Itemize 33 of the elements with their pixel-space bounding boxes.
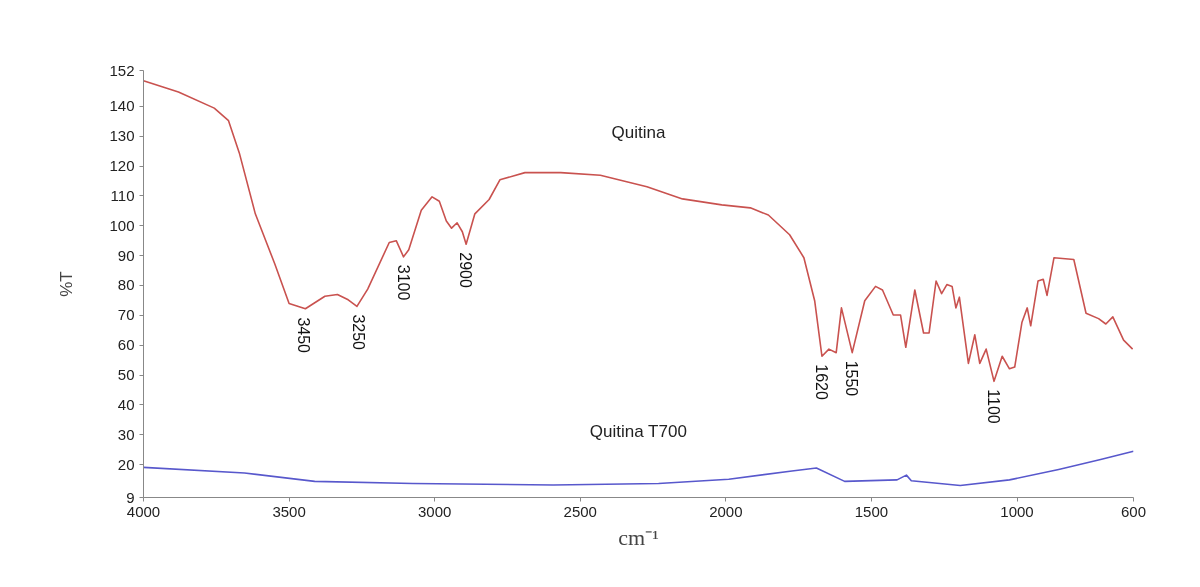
annotation: 1100	[985, 389, 1003, 424]
y-tick-label: 70	[117, 306, 135, 324]
y-tick-label: 120	[109, 157, 135, 175]
y-tick-label: 130	[109, 127, 135, 145]
y-tick-label: 152	[109, 61, 135, 79]
x-axis-title: cm⁻¹	[618, 524, 659, 550]
annotation: 1620	[812, 364, 830, 400]
text: Quitina T700	[589, 422, 687, 442]
x-tick-label: 3500	[272, 502, 306, 520]
y-tick-label: 90	[117, 246, 135, 264]
y-tick-label: 110	[110, 186, 135, 204]
annotation: 2900	[457, 252, 475, 288]
x-tick-label: 1500	[854, 502, 889, 520]
x-tick-label: 3000	[417, 502, 452, 520]
x-tick-label: 600	[1120, 502, 1147, 520]
y-tick-label: 30	[117, 425, 135, 443]
y-tick-label: 50	[117, 366, 135, 384]
y-tick-label: 100	[109, 216, 135, 234]
x-tick-label: 2000	[709, 502, 743, 520]
text: Quitina	[611, 122, 666, 142]
y-tick-label: 140	[109, 97, 135, 115]
annotation: 3450	[294, 317, 312, 354]
y-axis-title: %T	[57, 271, 77, 297]
annotation: 3100	[394, 264, 412, 301]
line-series	[143, 450, 1134, 487]
x-tick-label: 1000	[1000, 502, 1034, 520]
y-tick-label: 60	[117, 336, 135, 354]
y-tick-label: 80	[117, 276, 135, 294]
x-tick-label: 2500	[563, 502, 597, 520]
annotation: 3250	[349, 314, 367, 351]
y-tick-label: 20	[117, 455, 135, 473]
y-tick-label: 40	[117, 395, 135, 413]
annotation: 1550	[843, 360, 861, 397]
